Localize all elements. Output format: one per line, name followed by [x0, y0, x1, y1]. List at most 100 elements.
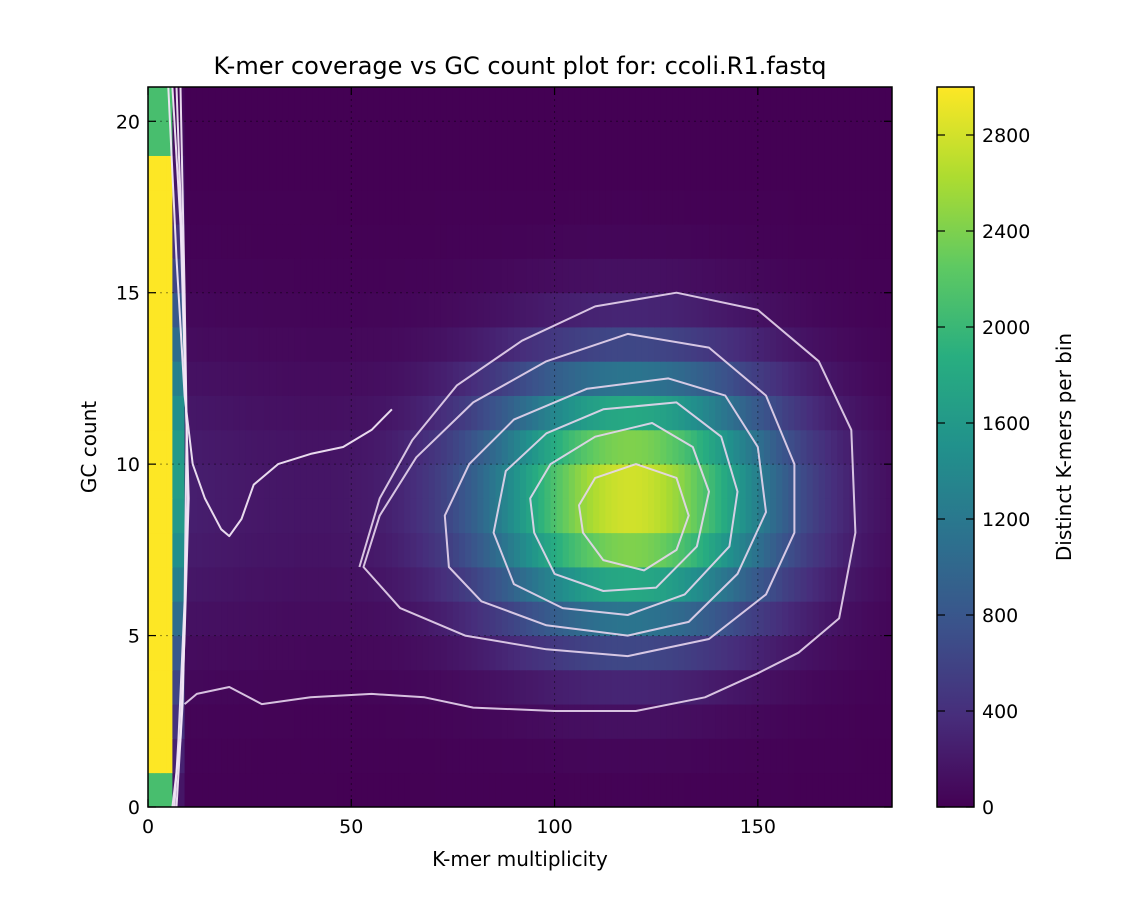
heatmap-cell	[507, 258, 515, 294]
heatmap-cell	[154, 189, 161, 225]
heatmap-cell	[221, 738, 228, 774]
heatmap-cell	[251, 395, 259, 431]
heatmap-cell	[379, 361, 387, 396]
heatmap-cell	[739, 224, 747, 259]
heatmap-cell	[818, 567, 826, 602]
heatmap-cell	[355, 189, 363, 225]
heatmap-cell	[507, 669, 515, 705]
heatmap-cell	[190, 292, 198, 328]
heatmap-cell	[428, 429, 436, 465]
heatmap-cell	[580, 292, 588, 328]
heatmap-cell	[672, 601, 680, 636]
heatmap-cell	[550, 704, 558, 739]
heatmap-cell	[666, 464, 674, 499]
heatmap-cell	[190, 772, 198, 807]
heatmap-cell	[837, 669, 844, 705]
heatmap-cell	[269, 532, 277, 568]
heatmap-cell	[251, 429, 259, 465]
heatmap-cell	[148, 429, 155, 465]
heatmap-cell	[727, 361, 735, 396]
heatmap-cell	[824, 292, 832, 328]
heatmap-cell	[788, 532, 796, 568]
heatmap-cell	[629, 738, 637, 774]
heatmap-cell	[245, 189, 253, 225]
heatmap-cell	[794, 772, 802, 807]
heatmap-cell	[666, 121, 674, 156]
heatmap-cell	[282, 87, 289, 122]
heatmap-cell	[861, 567, 869, 602]
heatmap-cell	[867, 361, 875, 396]
heatmap-cell	[733, 87, 741, 122]
heatmap-cell	[440, 87, 448, 122]
heatmap-cell	[812, 635, 820, 671]
heatmap-cell	[648, 601, 655, 636]
heatmap-cell	[428, 567, 436, 602]
heatmap-cell	[763, 189, 771, 225]
heatmap-cell	[641, 121, 649, 156]
heatmap-cell	[269, 772, 277, 807]
heatmap-cell	[873, 395, 881, 431]
heatmap-cell	[398, 738, 405, 774]
heatmap-cell	[294, 395, 302, 431]
heatmap-cell	[684, 395, 692, 431]
heatmap-cell	[587, 567, 594, 602]
heatmap-cell	[757, 292, 765, 328]
heatmap-cell	[861, 189, 869, 225]
heatmap-cell	[574, 327, 582, 362]
heatmap-cell	[367, 87, 375, 122]
heatmap-cell	[709, 532, 716, 568]
heatmap-cell	[629, 464, 637, 499]
heatmap-cell	[306, 567, 314, 602]
heatmap-cell	[550, 361, 558, 396]
heatmap-cell	[544, 429, 552, 465]
heatmap-cell	[190, 224, 198, 259]
heatmap-cell	[843, 292, 850, 328]
heatmap-cell	[788, 704, 796, 739]
heatmap-cell	[172, 498, 180, 534]
heatmap-cell	[221, 189, 228, 225]
heatmap-cell	[641, 704, 649, 739]
heatmap-cell	[648, 669, 655, 705]
heatmap-cell	[324, 361, 332, 396]
heatmap-cell	[770, 567, 777, 602]
heatmap-cell	[593, 772, 600, 807]
heatmap-cell	[428, 532, 436, 568]
heatmap-cell	[654, 258, 661, 294]
heatmap-cell	[757, 155, 765, 191]
heatmap-cell	[416, 601, 424, 636]
heatmap-cell	[709, 155, 716, 191]
heatmap-cell	[654, 189, 661, 225]
heatmap-cell	[276, 464, 283, 499]
heatmap-cell	[538, 772, 545, 807]
heatmap-cell	[843, 87, 850, 122]
heatmap-cell	[617, 738, 625, 774]
heatmap-cell	[416, 635, 424, 671]
heatmap-cell	[885, 635, 892, 671]
heatmap-cell	[440, 121, 448, 156]
heatmap-cell	[520, 635, 527, 671]
heatmap-cell	[849, 327, 857, 362]
heatmap-cell	[337, 601, 344, 636]
colorbar	[936, 86, 975, 808]
heatmap-cell	[678, 567, 686, 602]
heatmap-cell	[343, 292, 350, 328]
heatmap-cell	[489, 258, 497, 294]
heatmap-cell	[208, 87, 216, 122]
heatmap-cell	[459, 704, 466, 739]
heatmap-cell	[721, 395, 728, 431]
heatmap-cell	[800, 327, 808, 362]
heatmap-cell	[776, 669, 783, 705]
heatmap-cell	[367, 772, 375, 807]
heatmap-cell	[434, 772, 442, 807]
heatmap-cell	[446, 292, 454, 328]
heatmap-cell	[751, 738, 759, 774]
heatmap-cell	[410, 669, 417, 705]
heatmap-cell	[330, 155, 338, 191]
heatmap-cell	[428, 87, 436, 122]
heatmap-cell	[483, 155, 491, 191]
heatmap-cell	[709, 601, 716, 636]
heatmap-cell	[837, 498, 844, 534]
heatmap-cell	[367, 704, 375, 739]
heatmap-cell	[550, 292, 558, 328]
heatmap-cell	[446, 498, 454, 534]
